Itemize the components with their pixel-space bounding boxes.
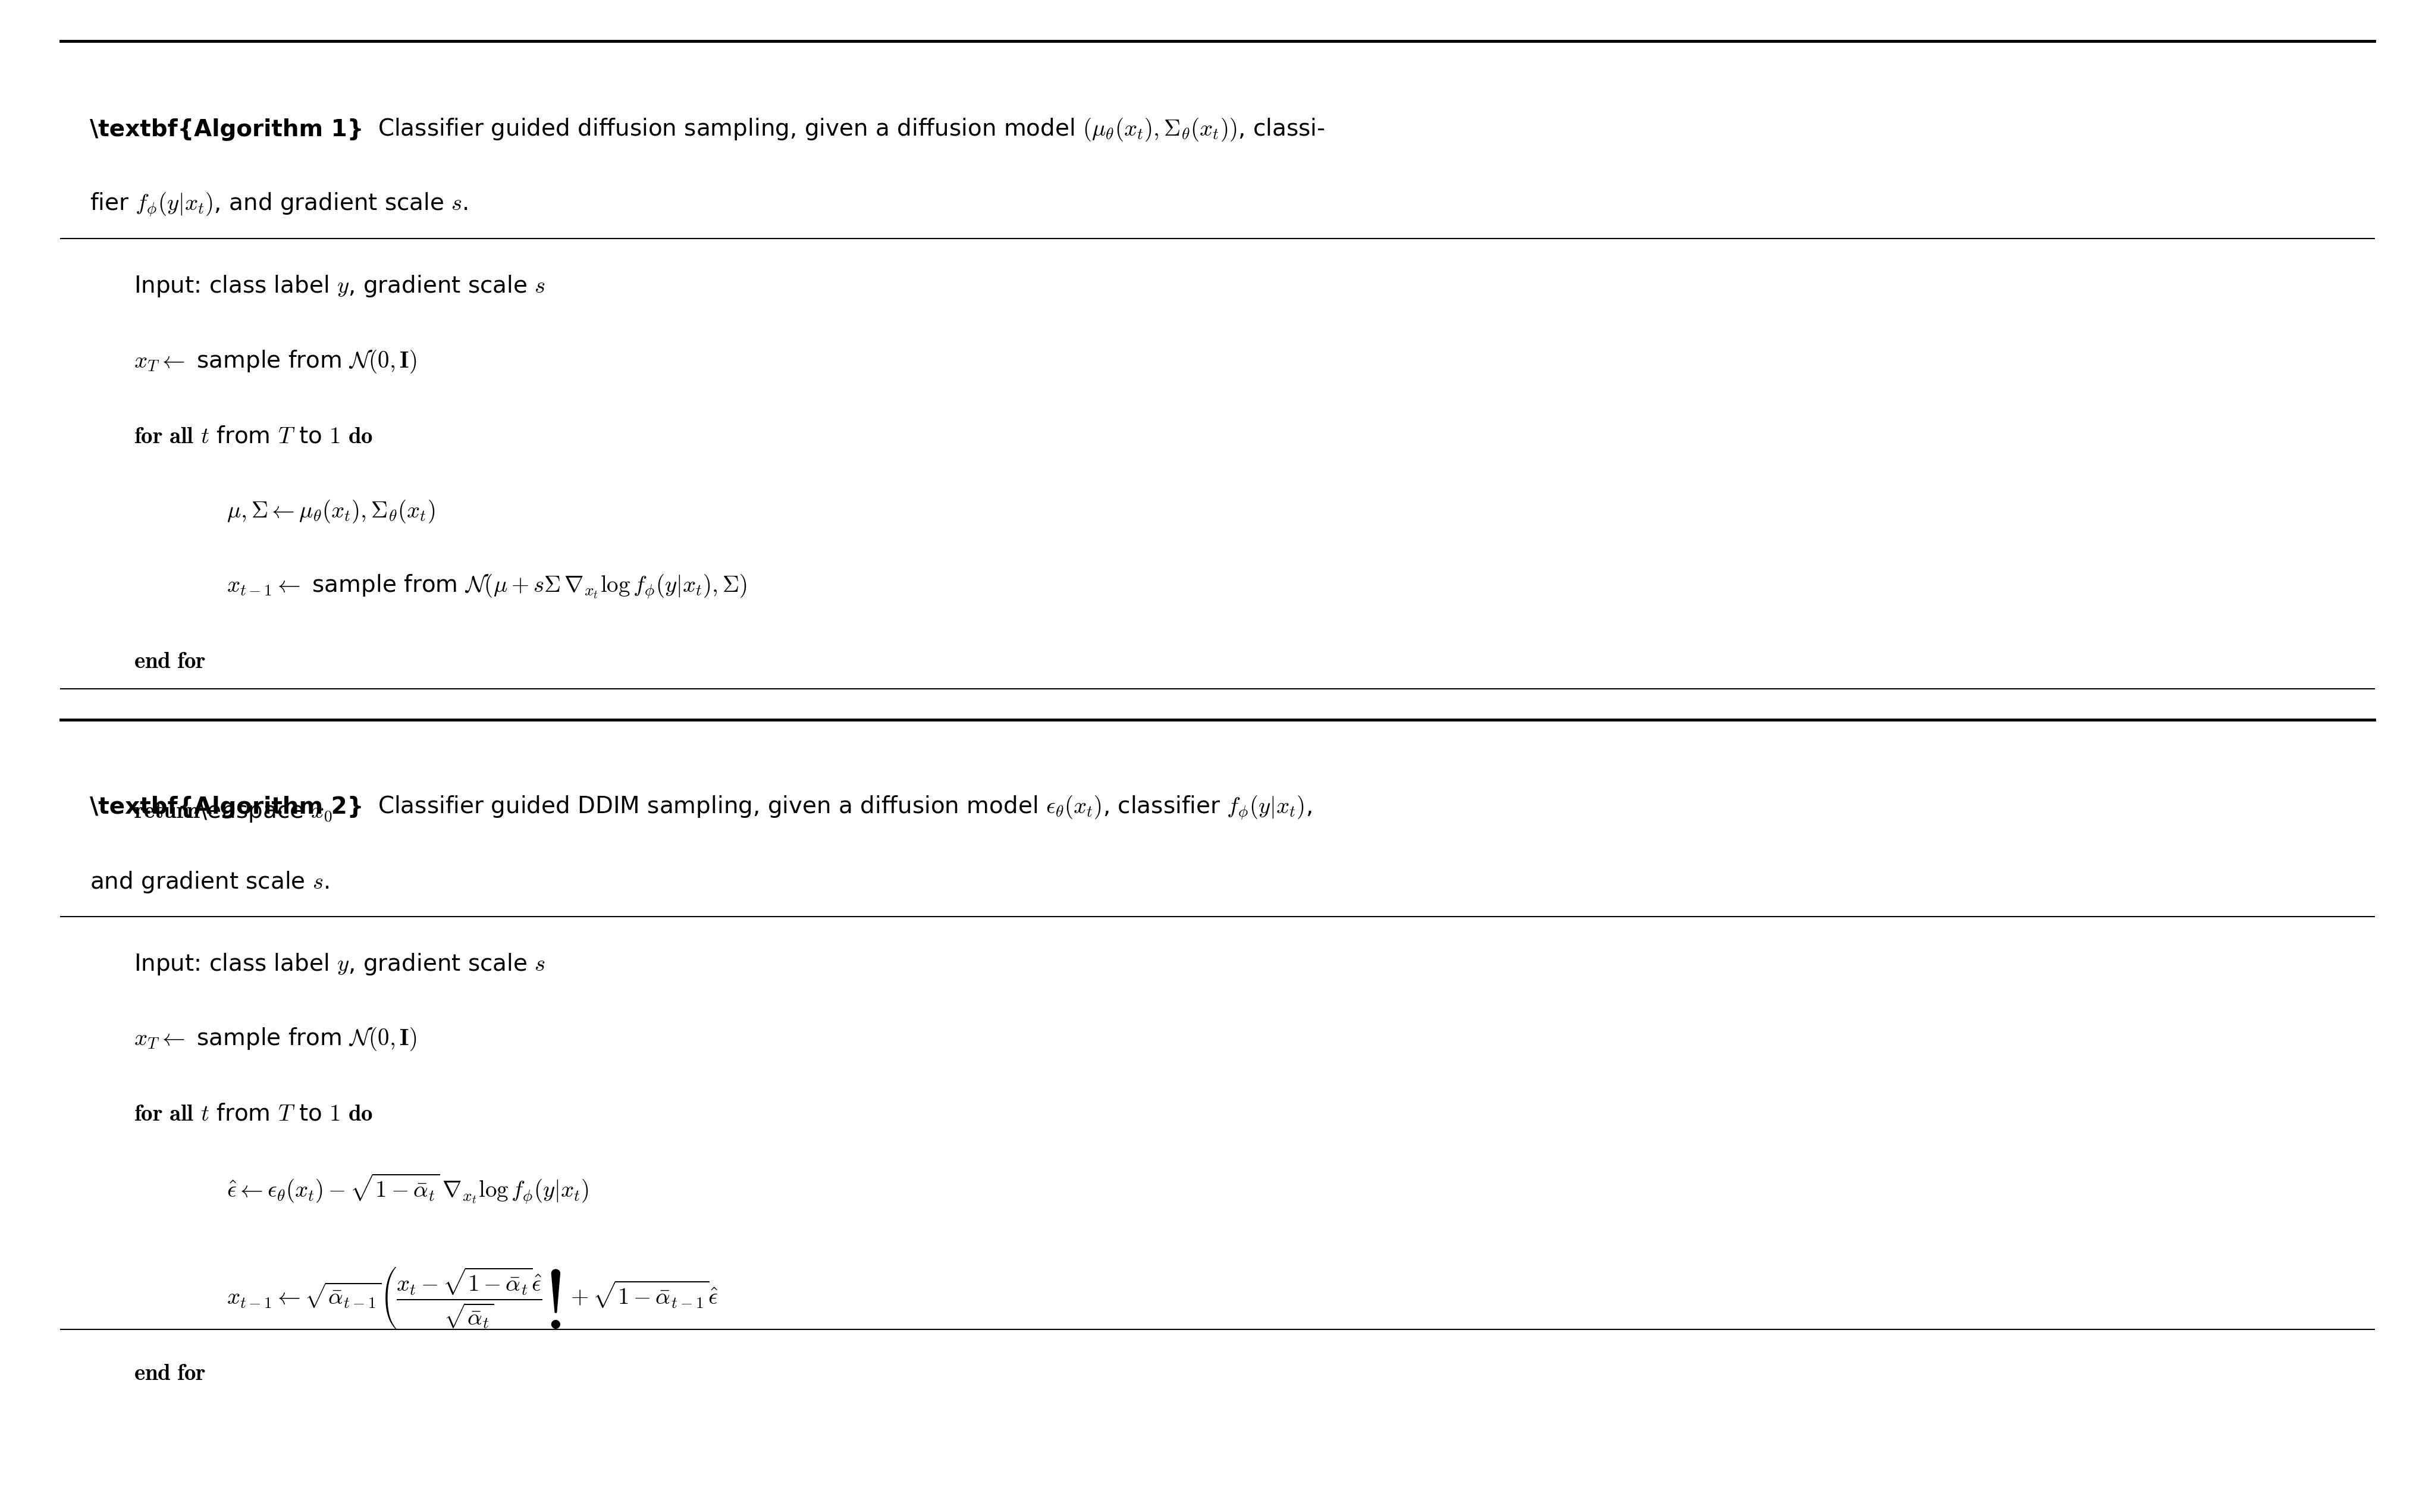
Text: $x_{t-1} \leftarrow \sqrt{\bar{\alpha}_{t-1}}\left(\dfrac{x_t - \sqrt{1-\bar{\al: $x_{t-1} \leftarrow \sqrt{\bar{\alpha}_{… — [226, 1266, 718, 1331]
Text: $\mu, \Sigma \leftarrow \mu_\theta(x_t), \Sigma_\theta(x_t)$: $\mu, \Sigma \leftarrow \mu_\theta(x_t),… — [226, 497, 436, 525]
Text: fier $f_\phi(y|x_t)$, and gradient scale $s$.: fier $f_\phi(y|x_t)$, and gradient scale… — [90, 191, 468, 218]
Text: Classifier guided DDIM sampling, given a diffusion model $\epsilon_\theta(x_t)$,: Classifier guided DDIM sampling, given a… — [377, 794, 1312, 821]
Text: $x_{t-1} \leftarrow$ sample from $\mathcal{N}(\mu + s\Sigma\,\nabla_{x_t}\log f_: $x_{t-1} \leftarrow$ sample from $\mathc… — [226, 573, 748, 600]
Text: Input: class label $y$, gradient scale $s$: Input: class label $y$, gradient scale $… — [134, 951, 545, 977]
Text: $\mathbf{return}$\enspace $x_0$: $\mathbf{return}$\enspace $x_0$ — [134, 800, 334, 824]
Text: \textbf{Algorithm 1}: \textbf{Algorithm 1} — [90, 118, 363, 141]
Text: \textbf{Algorithm 2}: \textbf{Algorithm 2} — [90, 795, 363, 818]
Text: Classifier guided diffusion sampling, given a diffusion model $(\mu_\theta(x_t),: Classifier guided diffusion sampling, gi… — [377, 116, 1325, 142]
Text: $\mathbf{end\ for}$: $\mathbf{end\ for}$ — [134, 650, 207, 673]
Text: $\mathbf{for\ all}$ $t$ from $T$ to $1$ $\mathbf{do}$: $\mathbf{for\ all}$ $t$ from $T$ to $1$ … — [134, 1102, 373, 1125]
Text: $x_T \leftarrow$ sample from $\mathcal{N}(0, \mathbf{I})$: $x_T \leftarrow$ sample from $\mathcal{N… — [134, 348, 416, 375]
Text: and gradient scale $s$.: and gradient scale $s$. — [90, 869, 329, 895]
Text: $\mathbf{for\ all}$ $t$ from $T$ to $1$ $\mathbf{do}$: $\mathbf{for\ all}$ $t$ from $T$ to $1$ … — [134, 425, 373, 448]
Text: $\hat{\epsilon} \leftarrow \epsilon_\theta(x_t) - \sqrt{1 - \bar{\alpha}_t}\,\na: $\hat{\epsilon} \leftarrow \epsilon_\the… — [226, 1172, 589, 1207]
Text: Input: class label $y$, gradient scale $s$: Input: class label $y$, gradient scale $… — [134, 274, 545, 299]
Text: $x_T \leftarrow$ sample from $\mathcal{N}(0, \mathbf{I})$: $x_T \leftarrow$ sample from $\mathcal{N… — [134, 1025, 416, 1052]
Text: $\mathbf{end\ for}$: $\mathbf{end\ for}$ — [134, 1362, 207, 1385]
